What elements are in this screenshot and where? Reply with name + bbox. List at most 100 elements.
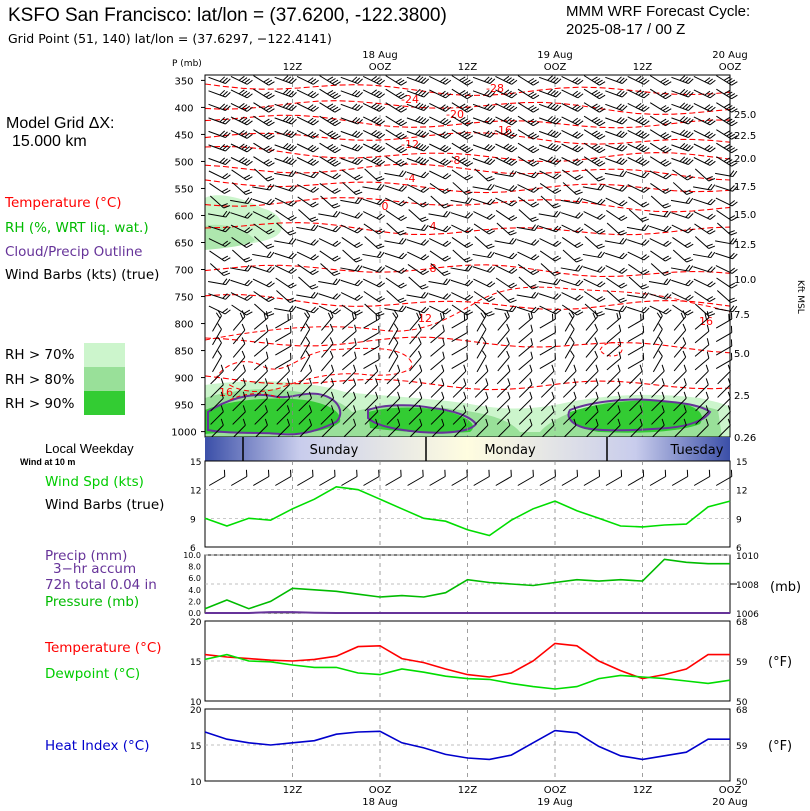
wind-barb <box>274 185 297 192</box>
wind-barb <box>584 303 605 317</box>
wind-barb <box>673 364 687 385</box>
wind-barb <box>497 310 510 331</box>
wind-barb <box>406 224 429 232</box>
wind-barb <box>517 75 540 86</box>
forecast-cycle-date: 2025-08-17 / 00 Z <box>566 21 686 38</box>
wind-barb <box>452 249 473 263</box>
wind-barb <box>540 405 555 425</box>
temperature-contour-label: -24 <box>401 93 419 106</box>
wind-barb <box>407 184 430 193</box>
wind-barb <box>342 391 357 412</box>
wind-barb <box>384 185 407 192</box>
wind-barb <box>253 291 275 302</box>
wind-barb <box>452 182 473 195</box>
pressure-line <box>204 558 730 610</box>
wind-barb <box>560 279 584 287</box>
wind-barb <box>340 89 363 98</box>
wind-barb <box>430 391 445 412</box>
wind-barb <box>472 116 496 125</box>
wind-barb <box>472 103 496 111</box>
wind-barb <box>253 223 275 235</box>
wind-barb <box>320 364 335 385</box>
wind-barb <box>585 364 599 385</box>
wind-barb <box>652 323 663 346</box>
wind-barb <box>517 251 540 261</box>
wind-barb <box>406 88 430 98</box>
temperature-contour-label: 0 <box>382 200 389 213</box>
surface-wind-barb <box>429 469 446 486</box>
wind-barb <box>673 391 687 412</box>
wind-barb <box>715 312 733 329</box>
wind-barb <box>673 418 687 439</box>
wind-barb <box>428 278 451 286</box>
surface-wind-barb <box>693 469 711 486</box>
legend-wind-barbs: Wind Barbs (kts) (true) <box>5 267 160 283</box>
wind-barb <box>210 391 224 412</box>
wind-barb <box>694 291 716 302</box>
wind-barb <box>716 88 738 100</box>
surface-wind-barb <box>495 469 512 486</box>
wind-barb <box>472 198 496 206</box>
wind-barb <box>406 291 429 299</box>
wind-barb <box>495 102 518 112</box>
legend-rh80-label: RH > 80% <box>5 372 75 388</box>
wind-barb <box>253 115 275 127</box>
wind-barb <box>716 142 738 154</box>
wind-barb <box>472 183 495 191</box>
wind-barb <box>406 102 430 111</box>
wind-barb <box>672 304 694 316</box>
bottom-time-label: 12Z <box>633 785 653 796</box>
wind-barb <box>474 303 495 317</box>
wind-barb <box>451 237 474 248</box>
wind-barb <box>540 418 555 439</box>
wind-tick-label-left: 12 <box>190 487 201 497</box>
wind-barb <box>298 209 319 222</box>
wind-barb <box>254 168 275 182</box>
wind-barb <box>209 195 231 209</box>
wind-barb <box>561 130 584 139</box>
wind-barb <box>605 76 628 84</box>
temperature-contour-label: 4 <box>430 220 437 233</box>
wind-barb <box>429 305 452 315</box>
wind-barb <box>386 364 401 385</box>
wind-barb <box>473 291 496 302</box>
bottom-time-label: OOZ <box>719 785 742 796</box>
wind-barb <box>363 339 380 356</box>
wind-barb <box>496 290 517 304</box>
wind-barb <box>474 364 489 385</box>
wind-barb <box>318 210 341 218</box>
wind-barb <box>362 89 386 99</box>
precip-tick-label: 6.0 <box>188 574 201 583</box>
wind-barb <box>275 312 292 329</box>
surface-wind-barb <box>451 469 468 486</box>
wind-barb <box>342 378 357 398</box>
surface-wind-barb <box>253 469 270 486</box>
wind-barb <box>276 378 290 398</box>
wind-barb <box>362 75 386 85</box>
temperature-contour <box>204 294 731 310</box>
wind-barb <box>385 210 407 221</box>
wind-barb <box>318 305 341 315</box>
wind-barb <box>253 338 269 357</box>
wind-barb <box>497 350 510 372</box>
wind-barb <box>583 115 606 127</box>
wind-barb <box>340 116 363 125</box>
heat-tick-label: 10 <box>190 778 202 788</box>
wind-barb <box>538 293 562 300</box>
wind-barb <box>408 391 423 412</box>
wind-barb <box>652 350 663 373</box>
legend-temperature-2m: Temperature (°C) <box>45 640 162 656</box>
wind-barb <box>496 364 511 385</box>
wind-barb <box>384 305 407 313</box>
height-tick-label: 5.0 <box>734 349 750 360</box>
wind-barb <box>363 325 380 342</box>
wind-barb <box>671 279 694 287</box>
wind-barb <box>318 238 341 247</box>
wind-barb <box>605 130 628 138</box>
wind-barb <box>364 418 379 439</box>
top-date-label: 18 Aug <box>362 50 397 61</box>
wind-barb <box>429 183 451 194</box>
wind-barb <box>474 378 489 398</box>
wind-barb <box>342 249 363 263</box>
wind-barb <box>451 312 468 329</box>
